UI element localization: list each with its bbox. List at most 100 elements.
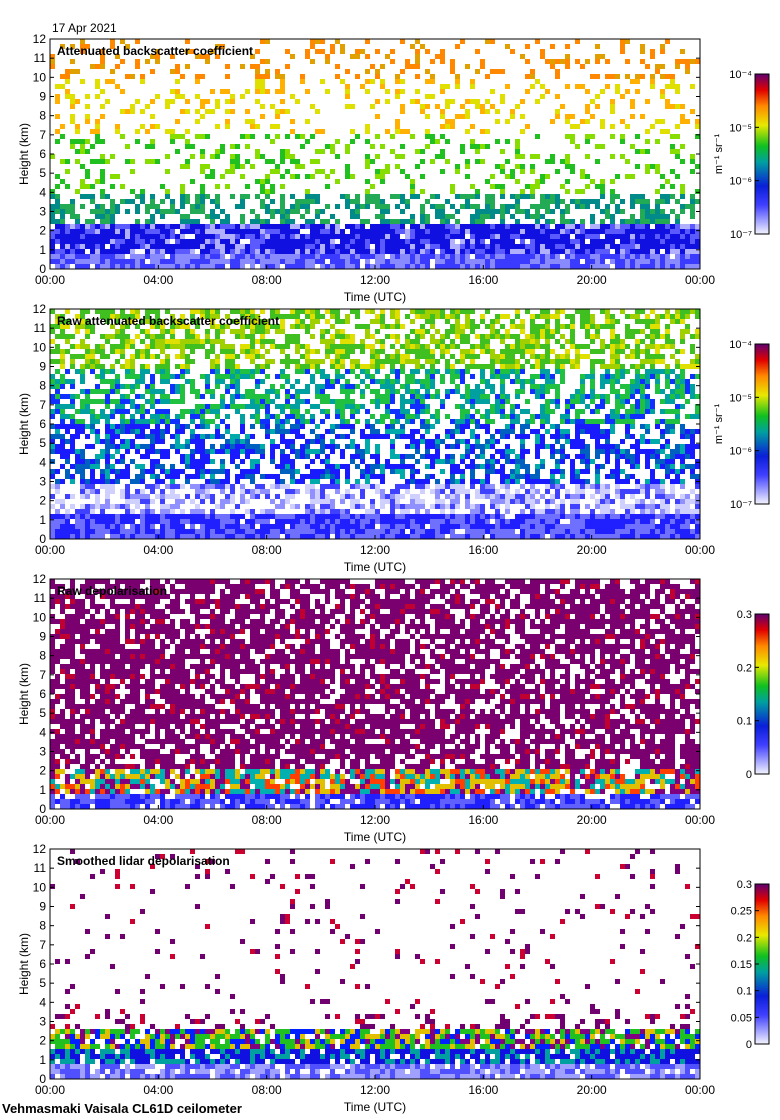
y-tick-label: 1 xyxy=(39,243,46,257)
y-axis-label: Height (km) xyxy=(17,123,31,185)
x-tick-label: 20:00 xyxy=(577,543,607,557)
y-tick-label: 10 xyxy=(33,70,47,84)
x-axis-label: Time (UTC) xyxy=(344,290,406,304)
y-tick-label: 9 xyxy=(39,900,46,914)
y-tick-label: 0 xyxy=(39,532,46,546)
colorbar-tick-label: 0.05 xyxy=(731,1012,752,1024)
x-tick-label: 04:00 xyxy=(143,1083,173,1097)
y-tick-label: 1 xyxy=(39,513,46,527)
y-tick-label: 11 xyxy=(34,51,47,65)
y-tick-label: 4 xyxy=(39,725,46,739)
x-tick-label: 00:00 xyxy=(685,543,715,557)
y-tick-label: 0 xyxy=(39,262,46,276)
y-tick-label: 3 xyxy=(39,475,46,489)
panel-2: Raw attenuated backscatter coefficient 0 1… xyxy=(17,302,770,574)
colorbar-tick-label: 0.2 xyxy=(737,662,752,674)
y-tick-label: 2 xyxy=(39,1034,46,1048)
y-tick-label: 9 xyxy=(39,360,46,374)
colorbar-tick-label: 10⁻⁷ xyxy=(730,499,752,511)
y-tick-label: 7 xyxy=(39,938,46,952)
x-tick-label: 12:00 xyxy=(360,543,390,557)
colorbar-tick-label: 0 xyxy=(746,769,752,781)
y-tick-label: 7 xyxy=(39,668,46,682)
x-tick-label: 00:00 xyxy=(35,1083,65,1097)
y-tick-label: 8 xyxy=(39,109,46,123)
heatmap-field xyxy=(50,849,700,1079)
y-tick-label: 12 xyxy=(33,302,47,316)
y-tick-label: 4 xyxy=(39,185,46,199)
colorbar-tick-label: 10⁻⁴ xyxy=(729,69,752,81)
panel-4: Smoothed lidar depolarisation01234567891… xyxy=(17,842,770,1114)
y-tick-label: 12 xyxy=(33,842,47,856)
y-tick-label: 8 xyxy=(39,919,46,933)
y-tick-label: 8 xyxy=(39,379,46,393)
x-tick-label: 00:00 xyxy=(685,813,715,827)
y-tick-label: 7 xyxy=(39,398,46,412)
x-tick-label: 08:00 xyxy=(252,543,282,557)
x-axis-label: Time (UTC) xyxy=(344,1100,406,1114)
colorbar-tick-label: 0 xyxy=(746,1039,752,1051)
colorbar-tick-label: 10⁻⁴ xyxy=(729,339,752,351)
y-tick-label: 5 xyxy=(39,436,46,450)
x-tick-label: 16:00 xyxy=(468,1083,498,1097)
colorbar-tick-label: 0.15 xyxy=(731,959,752,971)
colorbar-tick-label: 0.3 xyxy=(737,609,752,621)
x-tick-label: 12:00 xyxy=(360,813,390,827)
colorbar-tick-label: 0.2 xyxy=(737,932,752,944)
y-tick-label: 3 xyxy=(39,205,46,219)
x-tick-label: 20:00 xyxy=(577,273,607,287)
heatmap-field xyxy=(50,579,700,809)
y-tick-label: 1 xyxy=(39,1053,46,1067)
y-tick-label: 0 xyxy=(39,802,46,816)
y-axis-label: Height (km) xyxy=(17,663,31,725)
x-tick-label: 00:00 xyxy=(685,273,715,287)
x-tick-label: 08:00 xyxy=(252,1083,282,1097)
y-tick-label: 6 xyxy=(39,957,46,971)
x-tick-label: 16:00 xyxy=(468,273,498,287)
colorbar-label: m⁻¹ sr⁻¹ xyxy=(713,134,725,175)
colorbar-tick-label: 10⁻⁷ xyxy=(730,229,752,241)
panel-title: Raw attenuated backscatter coefficient xyxy=(57,314,279,328)
y-tick-label: 3 xyxy=(39,745,46,759)
y-tick-label: 12 xyxy=(33,572,47,586)
colorbar-tick-label: 0.25 xyxy=(731,906,752,918)
x-tick-label: 16:00 xyxy=(468,543,498,557)
x-tick-label: 08:00 xyxy=(252,273,282,287)
colorbar-tick-label: 10⁻⁵ xyxy=(729,122,752,134)
x-tick-label: 04:00 xyxy=(143,543,173,557)
x-tick-label: 04:00 xyxy=(143,813,173,827)
x-tick-label: 00:00 xyxy=(35,813,65,827)
panel-title: Raw depolarisation xyxy=(57,584,167,598)
colorbar-tick-label: 10⁻⁵ xyxy=(729,392,752,404)
y-tick-label: 2 xyxy=(39,764,46,778)
x-tick-label: 00:00 xyxy=(35,543,65,557)
y-axis-label: Height (km) xyxy=(17,933,31,995)
heatmap-field xyxy=(50,39,700,269)
y-tick-label: 11 xyxy=(34,321,47,335)
colorbar-tick-label: 10⁻⁶ xyxy=(729,176,752,188)
colorbar-tick-label: 0.1 xyxy=(737,716,752,728)
colorbar xyxy=(754,613,770,775)
footer-label: Vehmasmaki Vaisala CL61D ceilometer xyxy=(2,1101,242,1116)
date-label: 17 Apr 2021 xyxy=(52,21,117,35)
y-tick-label: 10 xyxy=(33,880,47,894)
colorbar-label: m⁻¹ sr⁻¹ xyxy=(713,404,725,445)
heatmap-field xyxy=(50,309,700,539)
panel-1: Attenuated backscatter coefficient012345… xyxy=(17,32,770,304)
y-tick-label: 1 xyxy=(39,783,46,797)
y-tick-label: 4 xyxy=(39,995,46,1009)
colorbar xyxy=(754,73,770,235)
y-tick-label: 5 xyxy=(39,166,46,180)
colorbar-tick-label: 0.3 xyxy=(737,879,752,891)
y-tick-label: 10 xyxy=(33,610,47,624)
colorbar-tick-label: 0.1 xyxy=(737,986,752,998)
x-tick-label: 16:00 xyxy=(468,813,498,827)
y-axis-label: Height (km) xyxy=(17,393,31,455)
x-axis-label: Time (UTC) xyxy=(344,560,406,574)
y-tick-label: 9 xyxy=(39,630,46,644)
y-tick-label: 8 xyxy=(39,649,46,663)
y-tick-label: 6 xyxy=(39,687,46,701)
x-tick-label: 08:00 xyxy=(252,813,282,827)
x-tick-label: 20:00 xyxy=(577,1083,607,1097)
